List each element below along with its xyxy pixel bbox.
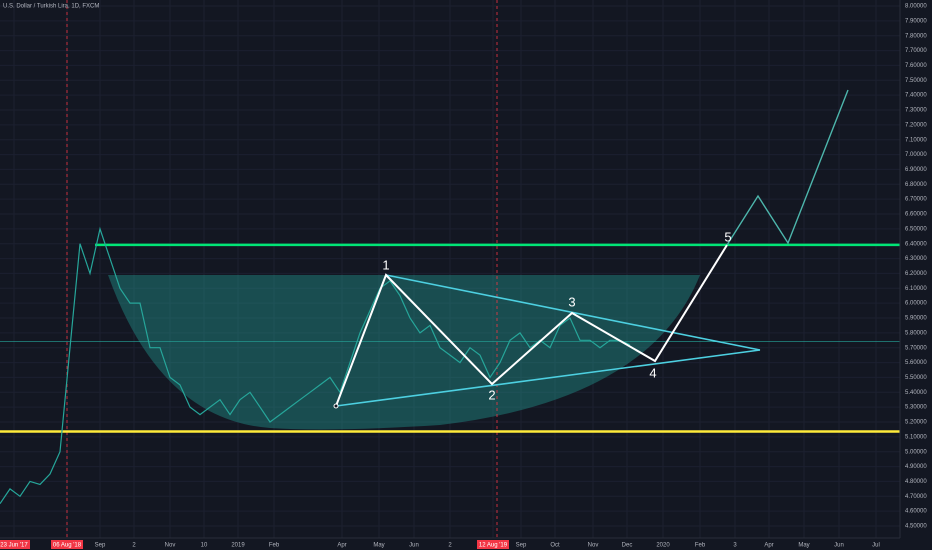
y-tick-label: 4.50000 <box>905 524 927 530</box>
wave-label: 2 <box>488 387 495 402</box>
x-axis: 23 Jun '17 06 Aug '18 Sep 2 Nov 10 2019 Feb Apr M… <box>0 540 880 549</box>
x-tick-label: Feb <box>269 543 280 549</box>
y-tick-label: 6.90000 <box>905 167 927 173</box>
y-tick-label: 7.20000 <box>905 122 927 128</box>
y-tick-label: 5.00000 <box>905 449 927 455</box>
y-tick-label: 6.70000 <box>905 197 927 203</box>
x-tick-label: 12 Aug '19 <box>479 543 508 549</box>
x-tick-label: 10 <box>201 543 208 549</box>
y-tick-label: 5.20000 <box>905 420 927 426</box>
wave-start <box>333 403 339 409</box>
y-tick-label: 7.70000 <box>905 48 927 54</box>
y-tick-label: 6.50000 <box>905 226 927 232</box>
wave-labels: 1 2 3 4 5 <box>382 229 731 402</box>
y-tick-label: 6.40000 <box>905 241 927 247</box>
y-tick-label: 6.00000 <box>905 301 927 307</box>
y-tick-label: 6.80000 <box>905 182 927 188</box>
chart-title: U.S. Dollar / Turkish Lira, 1D, FXCM <box>3 4 99 10</box>
y-tick-label: 4.90000 <box>905 464 927 470</box>
x-tick-label: Oct <box>550 543 560 549</box>
price-axis <box>900 0 932 550</box>
y-tick-label: 5.30000 <box>905 405 927 411</box>
y-tick-label: 5.70000 <box>905 345 927 351</box>
y-tick-label: 7.10000 <box>905 137 927 143</box>
wave-label: 3 <box>568 294 575 309</box>
x-tick-label: 2020 <box>656 543 670 549</box>
y-tick-label: 4.80000 <box>905 479 927 485</box>
y-tick-label: 7.80000 <box>905 33 927 39</box>
wave-label: 4 <box>649 365 656 380</box>
x-tick-label: Feb <box>695 543 706 549</box>
x-tick-label: Nov <box>588 543 599 549</box>
y-tick-label: 7.00000 <box>905 152 927 158</box>
wave-path <box>335 244 728 407</box>
y-tick-label: 7.60000 <box>905 63 927 69</box>
x-tick-label: Apr <box>337 543 346 549</box>
y-tick-label: 6.10000 <box>905 286 927 292</box>
x-tick-label: 2019 <box>231 543 245 549</box>
x-tick-label: Jun <box>834 543 844 549</box>
x-tick-label: May <box>798 543 809 549</box>
x-tick-label: Jul <box>872 543 880 549</box>
wave-label: 5 <box>724 229 731 244</box>
date-badge <box>51 540 83 549</box>
x-tick-label: Apr <box>764 543 773 549</box>
x-tick-label: May <box>373 543 384 549</box>
y-tick-label: 6.20000 <box>905 271 927 277</box>
x-tick-label: 2 <box>132 543 136 549</box>
x-tick-label: Jun <box>409 543 419 549</box>
date-badge <box>477 540 509 549</box>
y-tick-label: 5.40000 <box>905 390 927 396</box>
y-tick-label: 7.30000 <box>905 108 927 114</box>
y-tick-label: 5.50000 <box>905 375 927 381</box>
x-tick-label: Sep <box>95 543 106 549</box>
x-tick-label: Dec <box>622 543 633 549</box>
y-tick-label: 5.60000 <box>905 360 927 366</box>
y-tick-label: 7.40000 <box>905 93 927 99</box>
y-tick-label: 5.90000 <box>905 316 927 322</box>
price <box>0 226 631 505</box>
y-tick-label: 5.80000 <box>905 330 927 336</box>
y-tick-label: 6.60000 <box>905 212 927 218</box>
projection-path <box>726 89 849 246</box>
y-tick-label: 7.90000 <box>905 18 927 24</box>
price-line <box>0 226 631 505</box>
y-tick-label: 7.50000 <box>905 78 927 84</box>
x-tick-label: 06 Aug '18 <box>53 543 82 549</box>
date-badge <box>0 540 30 549</box>
triangle-lower <box>335 349 761 407</box>
x-tick-label: Sep <box>516 543 527 549</box>
y-axis: 4.50000 4.60000 4.70000 4.80000 4.90000 5.000… <box>905 4 927 530</box>
x-tick-label: 3 <box>733 543 737 549</box>
x-tick-label: 2 <box>448 543 452 549</box>
y-tick-label: 6.30000 <box>905 256 927 262</box>
cup-shape <box>108 275 700 430</box>
y-tick-label: 8.00000 <box>905 4 927 10</box>
y-tick-label: 4.60000 <box>905 509 927 515</box>
y-tick-label: 4.70000 <box>905 494 927 500</box>
wave-label: 1 <box>382 257 389 272</box>
x-tick-label: Nov <box>165 543 176 549</box>
y-tick-label: 5.10000 <box>905 434 927 440</box>
x-tick-label: 23 Jun '17 <box>0 543 28 549</box>
